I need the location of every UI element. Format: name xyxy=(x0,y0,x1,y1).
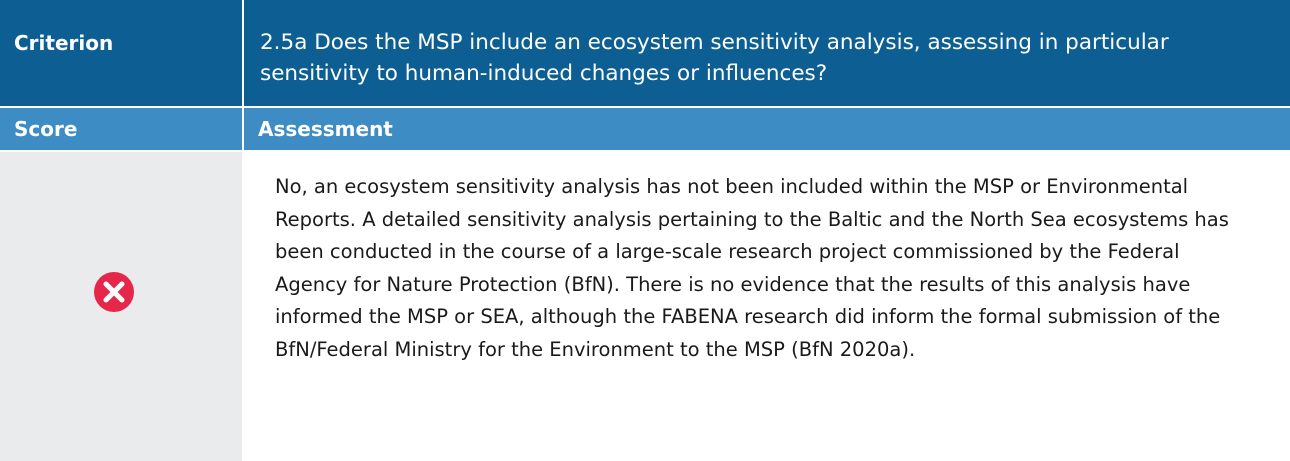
body-row: No, an ecosystem sensitivity analysis ha… xyxy=(0,152,1290,461)
criterion-label: Criterion xyxy=(14,31,114,55)
criterion-text: 2.5a Does the MSP include an ecosystem s… xyxy=(260,30,1169,86)
score-label: Score xyxy=(14,117,78,141)
assessment-label-cell: Assessment xyxy=(244,108,1290,150)
assessment-cell: No, an ecosystem sensitivity analysis ha… xyxy=(244,152,1290,461)
fail-icon xyxy=(94,272,134,312)
subheader-row: Score Assessment xyxy=(0,108,1290,150)
criterion-row: Criterion 2.5a Does the MSP include an e… xyxy=(0,0,1290,106)
assessment-label: Assessment xyxy=(258,117,393,141)
assessment-text: No, an ecosystem sensitivity analysis ha… xyxy=(275,175,1229,361)
criterion-cell: 2.5a Does the MSP include an ecosystem s… xyxy=(244,0,1290,106)
score-cell xyxy=(0,152,242,461)
score-label-cell: Score xyxy=(0,108,242,150)
criterion-label-cell: Criterion xyxy=(0,0,242,106)
